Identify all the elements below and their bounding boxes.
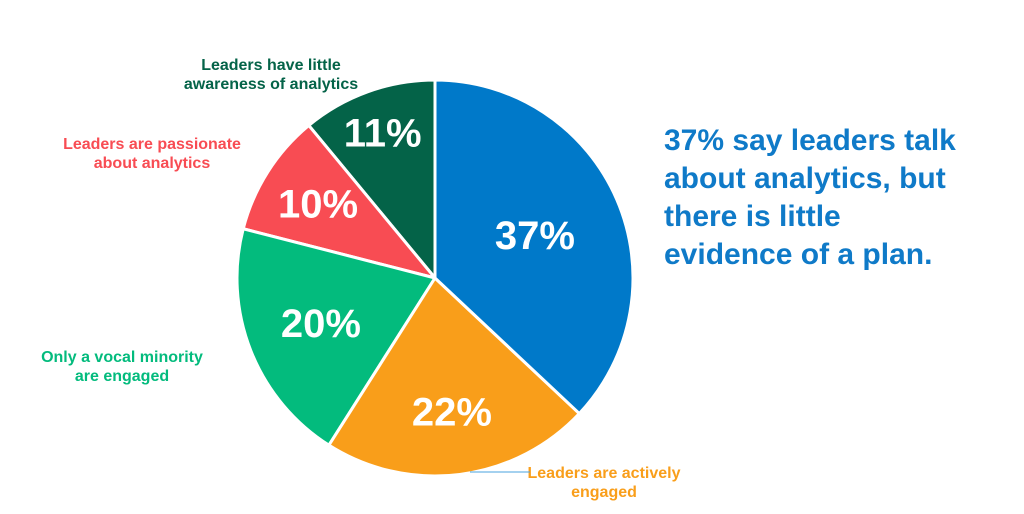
pie-category-label: Leaders are passionate about analytics [63, 136, 241, 172]
pie-value-label: 37% [495, 214, 575, 258]
pie-slice-leaders-have-little-awareness-of-analytics [307, 78, 437, 280]
pie-category-label: Only a vocal minority are engaged [41, 349, 203, 385]
pie-category-labels: Leaders have little awareness of analytic… [41, 57, 681, 501]
pie-value-label: 22% [412, 391, 492, 435]
callout-text: 37% say leaders talk about analytics, bu… [664, 124, 956, 271]
pie-category-label: Leaders have little awareness of analytic… [184, 57, 358, 93]
pie-slices [235, 78, 635, 478]
pie-slice-only-a-vocal-minority-are-engaged [235, 227, 437, 447]
pie-slice-other [433, 78, 635, 416]
pie-value-label: 20% [281, 302, 361, 346]
pie-slice-leaders-are-actively-engaged [327, 276, 581, 478]
pie-category-label: Leaders are actively engaged [528, 465, 681, 501]
pie-value-label: 10% [278, 183, 358, 227]
pie-value-labels: 11% 10% 20% 22% 37% [278, 112, 575, 435]
pie-value-label: 11% [344, 112, 422, 156]
